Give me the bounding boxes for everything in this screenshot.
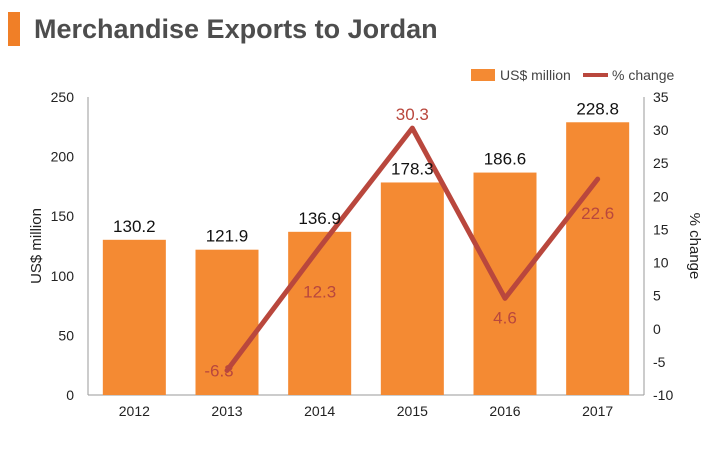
bar-value-label: 136.9 <box>298 209 341 228</box>
y2-tick-label: 10 <box>653 255 669 271</box>
y-tick-label: 150 <box>51 208 75 224</box>
y2-tick-label: 25 <box>653 155 669 171</box>
y2-tick-label: -10 <box>653 387 673 403</box>
percent-value-label: -6.3 <box>204 361 233 380</box>
y2-tick-label: -5 <box>653 354 666 370</box>
bar <box>102 239 166 395</box>
bar <box>288 231 352 395</box>
x-tick-label: 2013 <box>211 403 242 419</box>
percent-value-label: 12.3 <box>303 282 336 301</box>
y-tick-label: 100 <box>51 268 75 284</box>
legend-label-bar: US$ million <box>500 67 571 83</box>
line-point <box>596 177 600 181</box>
bar <box>566 122 630 396</box>
y-tick-label: 0 <box>66 387 74 403</box>
y-tick-label: 250 <box>51 89 75 105</box>
bar-value-label: 121.9 <box>206 227 249 246</box>
title-accent-bar <box>8 12 20 46</box>
bar-value-label: 186.6 <box>484 150 527 169</box>
y2-tick-label: 5 <box>653 288 661 304</box>
x-tick-label: 2016 <box>489 403 520 419</box>
y2-axis-title: % change <box>686 213 703 280</box>
y2-tick-label: 35 <box>653 89 669 105</box>
y2-tick-label: 30 <box>653 122 669 138</box>
percent-value-label: 30.3 <box>396 105 429 124</box>
line-series <box>224 125 601 373</box>
bar-series <box>102 122 630 396</box>
y-axis-title: US$ million <box>28 208 45 284</box>
right-axis: -10 -5 0 5 10 15 20 25 30 35 <box>643 89 673 403</box>
bar <box>473 172 537 395</box>
y-tick-label: 200 <box>51 149 75 165</box>
x-tick-label: 2012 <box>119 403 150 419</box>
bar <box>380 182 444 395</box>
legend-swatch-bar <box>471 69 495 81</box>
line-point <box>503 296 507 300</box>
line-point <box>318 245 322 249</box>
percent-value-label: 4.6 <box>493 308 517 327</box>
y2-tick-label: 15 <box>653 221 669 237</box>
x-tick-label: 2015 <box>397 403 428 419</box>
left-axis: 0 50 100 150 200 250 <box>51 89 89 403</box>
legend: US$ million % change <box>471 67 674 83</box>
y2-tick-label: 0 <box>653 321 661 337</box>
legend-label-line: % change <box>612 67 674 83</box>
data-labels: 130.2 121.9 136.9 178.3 186.6 228.8 -6.3 12.3 30… <box>113 99 619 380</box>
y2-tick-label: 20 <box>653 188 669 204</box>
percent-value-label: 22.6 <box>581 204 614 223</box>
x-axis: 2012 2013 2014 2015 2016 2017 <box>88 394 644 419</box>
x-tick-label: 2017 <box>582 403 613 419</box>
bar-value-label: 178.3 <box>391 159 434 178</box>
line-point <box>225 368 229 372</box>
bar-value-label: 228.8 <box>576 99 619 118</box>
y-tick-label: 50 <box>58 327 74 343</box>
bar-value-label: 130.2 <box>113 217 156 236</box>
x-tick-label: 2014 <box>304 403 335 419</box>
chart-title: Merchandise Exports to Jordan <box>34 14 438 44</box>
line-point <box>410 126 414 130</box>
